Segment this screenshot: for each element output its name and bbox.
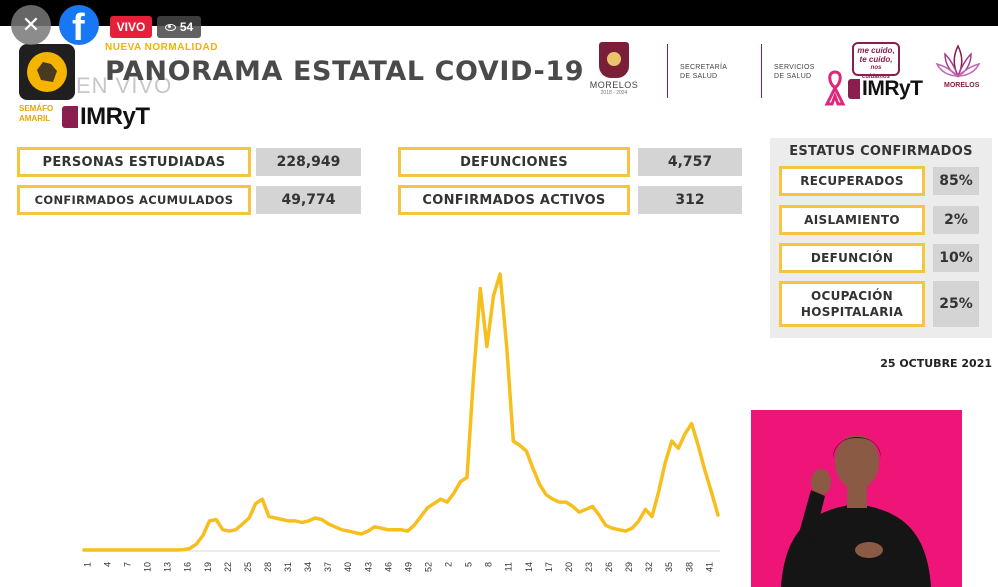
me-cuido-badge: me cuido, te cuido, nos cuidamos [852,42,900,80]
x-tick-label: 17 [544,562,554,572]
logo-divider [667,44,668,98]
status-label-defuncion: DEFUNCIÓN [779,243,925,273]
status-value-aislamiento: 2% [933,206,979,234]
secretaria-salud-label: SECRETARÍA DE SALUD [680,64,728,80]
x-tick-label: 49 [403,562,413,572]
morelos-logo: MORELOS 2018 - 2024 [586,42,642,96]
x-tick-label: 52 [423,562,433,572]
x-tick-label: 20 [564,562,574,572]
estatus-title: ESTATUS CONFIRMADOS [789,144,973,159]
semaforo-icon [19,44,75,100]
x-tick-label: 28 [263,562,273,572]
x-tick-label: 23 [584,562,594,572]
x-tick-label: 37 [323,562,333,572]
interpreter-hand-icon [811,469,831,495]
viewer-count-badge: 54 [157,16,201,38]
x-tick-label: 8 [484,562,494,567]
x-tick-label: 40 [343,562,353,572]
status-label-aislamiento: AISLAMIENTO [779,205,925,235]
confirmados-acumulados-value: 49,774 [256,186,361,214]
status-value-recuperados: 85% [933,167,979,195]
morelos-small-label: MORELOS [944,82,980,89]
imryt-logo-small: IMRyT [848,77,923,101]
pink-ribbon-icon [824,70,846,106]
x-tick-label: 11 [504,562,514,571]
close-icon: ✕ [21,12,41,38]
report-date: 25 OCTUBRE 2021 [880,357,992,370]
x-tick-label: 32 [644,562,654,572]
covid-cases-line-chart: 1 4 7 10 13 16 19 22 25 28 31 34 37 40 43 46 49 52 2 5 8 11 14… [82,272,720,572]
x-tick-label: 22 [223,562,233,572]
page-title: PANORAMA ESTATAL COVID-19 [105,56,585,87]
logo-divider [761,44,762,98]
x-tick-label: 7 [123,562,133,567]
facebook-logo-icon[interactable]: f [59,5,99,45]
defunciones-label: DEFUNCIONES [398,147,630,177]
en-vivo-watermark: EN VIVO [76,73,173,98]
x-tick-label: 1 [82,562,92,567]
x-tick-label: 43 [363,562,373,572]
x-tick-label: 2 [444,562,454,567]
estatus-confirmados-panel: ESTATUS CONFIRMADOS RECUPERADOS 85% AISL… [770,138,992,338]
x-tick-label: 25 [243,562,253,572]
confirmados-activos-label: CONFIRMADOS ACTIVOS [398,185,630,215]
x-tick-label: 19 [203,562,213,572]
confirmados-acumulados-label: CONFIRMADOS ACUMULADOS [17,185,251,215]
live-badge: VIVO [110,16,152,38]
sign-language-interpreter-video [751,410,962,587]
x-tick-label: 4 [102,562,112,567]
x-tick-label: 10 [143,562,153,572]
status-value-ocupacion: 25% [933,281,979,327]
status-label-ocupacion: OCUPACIÓN HOSPITALARIA [779,281,925,327]
status-label-recuperados: RECUPERADOS [779,166,925,196]
semaforo-label: SEMÁFO AMARIL [19,104,54,123]
x-tick-label: 46 [383,562,393,572]
x-tick-label: 5 [464,562,474,567]
x-tick-label: 14 [524,562,534,572]
personas-estudiadas-value: 228,949 [256,148,361,176]
imryt-logo: IMRyT [62,103,150,131]
viewer-count: 54 [179,20,194,34]
x-tick-label: 38 [684,562,694,572]
status-value-defuncion: 10% [933,244,979,272]
x-tick-labels: 1 4 7 10 13 16 19 22 25 28 31 34 37 40 43 46 49 52 2 5 8 11 14… [82,562,714,572]
x-tick-label: 26 [604,562,614,572]
close-button[interactable]: ✕ [11,5,51,45]
interpreter-body [781,504,931,587]
nueva-normalidad-label: NUEVA NORMALIDAD [105,42,218,53]
servicios-salud-label: SERVICIOS DE SALUD [774,64,815,80]
x-tick-label: 13 [163,562,173,572]
x-tick-label: 29 [624,562,634,572]
x-tick-label: 16 [183,562,193,572]
x-tick-label: 41 [704,562,714,572]
x-tick-label: 34 [303,562,313,572]
x-tick-label: 31 [283,562,293,572]
confirmados-activos-value: 312 [638,186,742,214]
eye-icon [164,23,176,31]
interpreter-face [835,435,879,489]
series-line [82,272,720,552]
x-tick-label: 35 [664,562,674,572]
lotus-logo-icon [935,44,981,78]
personas-estudiadas-label: PERSONAS ESTUDIADAS [17,147,251,177]
defunciones-value: 4,757 [638,148,742,176]
morelos-shield-icon [599,42,629,78]
